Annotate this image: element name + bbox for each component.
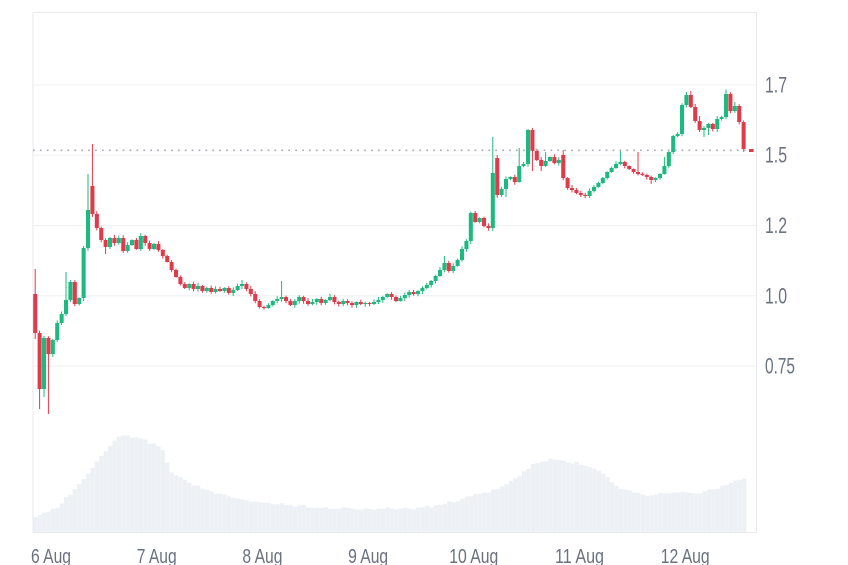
svg-text:6 Aug: 6 Aug [31, 546, 71, 565]
svg-text:10 Aug: 10 Aug [449, 546, 498, 565]
svg-text:11 Aug: 11 Aug [555, 546, 604, 565]
svg-text:1.2: 1.2 [765, 213, 787, 238]
svg-text:9 Aug: 9 Aug [348, 546, 388, 565]
svg-text:7 Aug: 7 Aug [137, 546, 177, 565]
svg-text:1.5: 1.5 [765, 143, 787, 168]
svg-text:12 Aug: 12 Aug [661, 546, 710, 565]
svg-text:0.75: 0.75 [765, 354, 795, 379]
svg-text:1.0: 1.0 [765, 283, 787, 308]
svg-text:8 Aug: 8 Aug [242, 546, 282, 565]
svg-text:1.7: 1.7 [765, 72, 787, 97]
